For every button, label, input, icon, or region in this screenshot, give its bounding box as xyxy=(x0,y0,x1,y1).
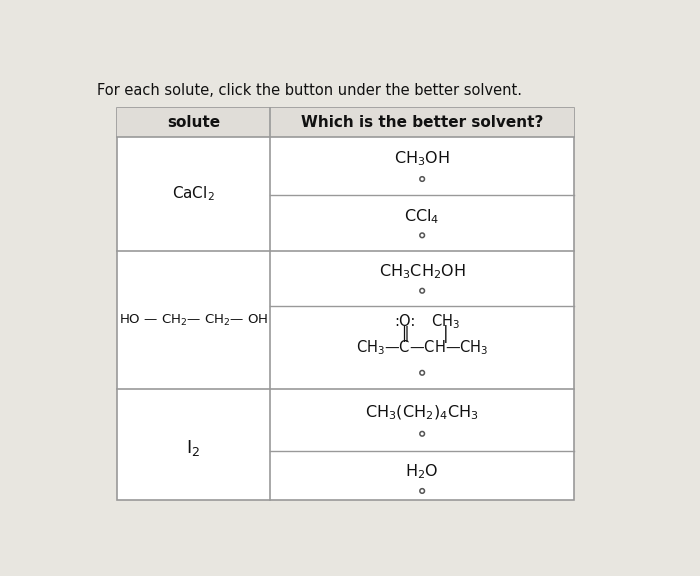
Text: :O:: :O: xyxy=(394,314,416,329)
Text: HO — CH$_2$— CH$_2$— OH: HO — CH$_2$— CH$_2$— OH xyxy=(119,313,268,328)
Text: CaCl$_2$: CaCl$_2$ xyxy=(172,184,215,203)
Text: I$_2$: I$_2$ xyxy=(186,438,201,458)
Text: CH$_3$(CH$_2$)$_4$CH$_3$: CH$_3$(CH$_2$)$_4$CH$_3$ xyxy=(365,404,479,422)
Text: CH$_3$CH$_2$OH: CH$_3$CH$_2$OH xyxy=(379,263,466,281)
Text: |: | xyxy=(442,324,448,343)
Text: Which is the better solvent?: Which is the better solvent? xyxy=(301,115,543,130)
Text: ‖: ‖ xyxy=(401,325,409,342)
Text: solute: solute xyxy=(167,115,220,130)
Text: CCl$_4$: CCl$_4$ xyxy=(405,207,440,226)
Text: CH$_3$—C—CH—CH$_3$: CH$_3$—C—CH—CH$_3$ xyxy=(356,338,489,357)
Text: H$_2$O: H$_2$O xyxy=(405,463,439,482)
Text: CH$_3$OH: CH$_3$OH xyxy=(394,150,450,168)
Bar xyxy=(117,108,574,501)
Text: For each solute, click the button under the better solvent.: For each solute, click the button under … xyxy=(97,83,522,98)
Text: CH$_3$: CH$_3$ xyxy=(431,312,460,331)
Bar xyxy=(117,108,574,137)
